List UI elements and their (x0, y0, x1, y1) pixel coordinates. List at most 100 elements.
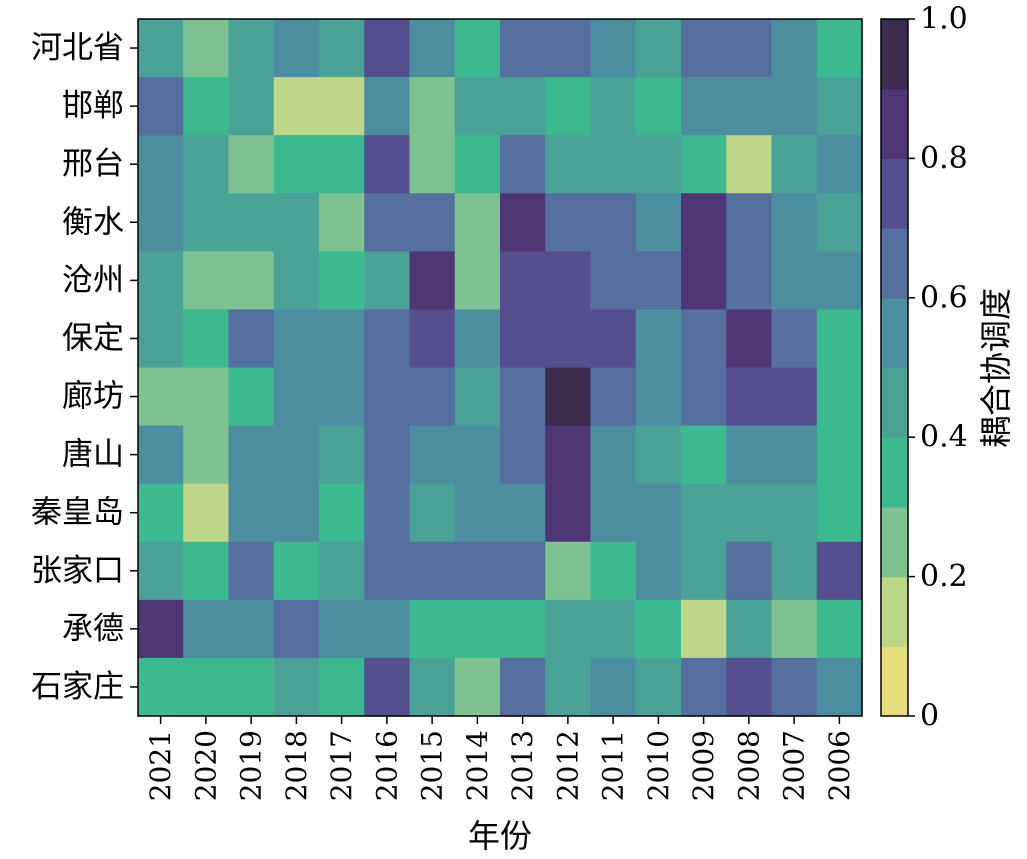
colorbar-tick-label: 0 (920, 699, 939, 734)
heatmap-cell (409, 193, 456, 252)
heatmap-cell (228, 483, 275, 543)
heatmap-cell (273, 483, 320, 543)
x-tick-label: 2011 (597, 730, 630, 801)
heatmap-cell (681, 193, 727, 252)
heatmap-cell (545, 251, 592, 311)
heatmap-cell (500, 309, 546, 369)
heatmap-cell (228, 193, 275, 252)
heatmap-cell (409, 367, 456, 427)
heatmap-cell (364, 657, 411, 717)
heatmap-cell (771, 367, 818, 427)
heatmap-cell (319, 425, 365, 485)
colorbar-tick-label: 0.4 (920, 420, 968, 455)
heatmap-cell (545, 425, 592, 485)
y-tick-label: 邯郸 (62, 88, 124, 124)
heatmap-cell (319, 309, 365, 369)
heatmap-cell (681, 599, 727, 659)
heatmap-cell (138, 599, 184, 659)
heatmap-cell (138, 251, 184, 311)
heatmap-cell (590, 483, 637, 543)
heatmap-cell (545, 541, 592, 601)
heatmap-cell (590, 309, 637, 369)
heatmap-cell (409, 541, 456, 601)
x-tick-label: 2009 (687, 730, 720, 801)
heatmap-cell (500, 599, 546, 659)
heatmap-cell (364, 193, 411, 252)
heatmap-cell (545, 483, 592, 543)
heatmap-cell (319, 19, 365, 78)
heatmap-cell (726, 483, 773, 543)
heatmap-cell (364, 367, 411, 427)
heatmap-cell (409, 309, 456, 369)
heatmap-cell (816, 367, 863, 427)
x-tick-label: 2015 (416, 730, 449, 801)
heatmap-cell (228, 251, 275, 311)
heatmap-cell (771, 135, 818, 194)
heatmap-cell (726, 367, 773, 427)
x-tick-label: 2018 (280, 730, 313, 801)
heatmap-cell (454, 425, 501, 485)
heatmap-cell (454, 657, 501, 717)
heatmap-cell (364, 541, 411, 601)
heatmap-cell (545, 19, 592, 78)
y-tick-label: 衡水 (62, 204, 124, 240)
heatmap-cell (454, 135, 501, 194)
heatmap-cell (635, 541, 682, 601)
heatmap-cell (726, 599, 773, 659)
heatmap-cell (771, 77, 818, 136)
x-tick-label: 2013 (506, 730, 539, 801)
x-tick-label: 2014 (461, 730, 494, 801)
heatmap-cell (228, 541, 275, 601)
heatmap-cell (635, 367, 682, 427)
heatmap-cell (454, 193, 501, 252)
heatmap-cell (545, 77, 592, 136)
heatmap-cell (138, 19, 184, 78)
heatmap-cell (409, 135, 456, 194)
x-tick-label: 2017 (325, 730, 358, 801)
heatmap-cell (138, 193, 184, 252)
heatmap-cell (273, 309, 320, 369)
heatmap-cell (183, 251, 230, 311)
heatmap-cell (138, 367, 184, 427)
colorbar (880, 18, 909, 717)
heatmap-cell (319, 77, 365, 136)
heatmap-cell (409, 483, 456, 543)
colorbar-segment (881, 19, 908, 90)
heatmap-cell (183, 135, 230, 194)
heatmap-cell (138, 135, 184, 194)
heatmap-cell (183, 657, 230, 717)
y-tick-label: 廊坊 (62, 379, 124, 415)
heatmap-cell (726, 77, 773, 136)
x-tick-label: 2012 (551, 730, 584, 801)
heatmap-cell (500, 483, 546, 543)
colorbar-frame (880, 18, 909, 717)
heatmap-cell (273, 251, 320, 311)
heatmap-cell (228, 309, 275, 369)
heatmap-cell (228, 367, 275, 427)
heatmap-cell (183, 425, 230, 485)
colorbar-segment (881, 228, 908, 299)
heatmap-cell (590, 599, 637, 659)
heatmap-cell (771, 193, 818, 252)
heatmap-cell (771, 425, 818, 485)
colorbar-tick-label: 0.6 (920, 280, 968, 315)
x-tick-label: 2006 (823, 730, 856, 801)
x-tick-label: 2021 (144, 730, 177, 801)
heatmap-cell (364, 135, 411, 194)
heatmap-cell (319, 541, 365, 601)
colorbar-segment (881, 646, 908, 717)
heatmap-cell (816, 193, 863, 252)
heatmap-cell (816, 483, 863, 543)
heatmap-cell (590, 135, 637, 194)
colorbar-segment (881, 158, 908, 229)
heatmap-cell (590, 193, 637, 252)
x-tick-label: 2020 (189, 730, 222, 801)
x-axis-label: 年份 (468, 817, 532, 855)
heatmap-cell (771, 309, 818, 369)
colorbar-segment (881, 367, 908, 438)
heatmap-cell (183, 19, 230, 78)
heatmap-cell (681, 483, 727, 543)
heatmap-cell (500, 367, 546, 427)
